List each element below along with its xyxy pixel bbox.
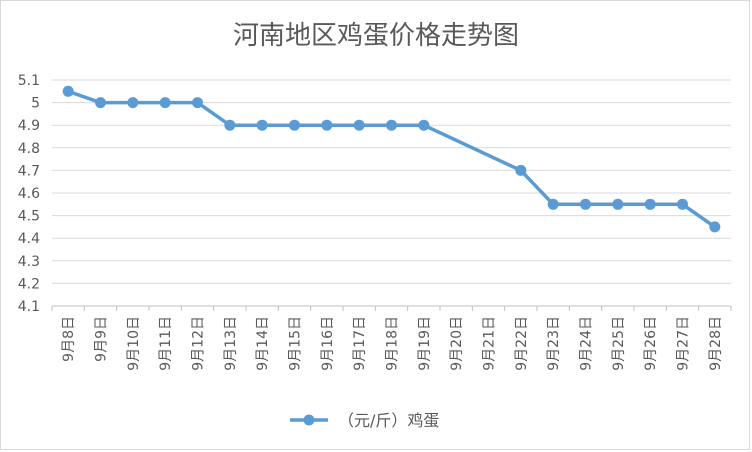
x-tick-label: 9月12日	[191, 316, 207, 371]
x-tick-label: 9月20日	[449, 316, 465, 371]
x-tick-label: 9月23日	[546, 316, 562, 371]
y-tick-label: 4.2	[18, 276, 40, 292]
legend-marker-swatch	[303, 414, 315, 426]
x-tick-label: 9月19日	[417, 316, 433, 371]
data-point	[612, 198, 624, 210]
gridlines	[52, 79, 731, 284]
data-point	[644, 198, 656, 210]
y-tick-label: 4.5	[18, 209, 40, 225]
x-tick-label: 9月10日	[126, 316, 142, 371]
y-tick-label: 4.7	[18, 163, 40, 179]
x-axis-tick-labels: 9月8日 9月9日 9月10日 9月11日 9月12日 9月13日 9月14日 9月15日 9月…	[61, 316, 724, 371]
x-tick-label: 9月8日	[61, 316, 77, 362]
x-tick-label: 9月14日	[255, 316, 271, 371]
y-tick-label: 5	[31, 96, 40, 112]
x-tick-label: 9月26日	[643, 316, 659, 371]
x-tick-label: 9月28日	[708, 316, 724, 371]
x-axis	[51, 305, 732, 311]
data-point	[709, 221, 721, 233]
x-tick-label: 9月27日	[676, 316, 692, 371]
data-point	[127, 97, 139, 109]
x-tick-label: 9月18日	[385, 316, 401, 371]
y-tick-label: 4.4	[18, 231, 40, 247]
data-point	[256, 119, 268, 131]
chart-title: 河南地区鸡蛋价格走势图	[233, 21, 519, 51]
x-tick-label: 9月9日	[94, 316, 110, 362]
y-tick-label: 4.3	[18, 254, 40, 270]
data-point	[418, 119, 430, 131]
y-tick-label: 4.8	[18, 141, 40, 157]
x-tick-label: 9月17日	[352, 316, 368, 371]
y-axis-tick-labels: 5.1 5 4.9 4.8 4.7 4.6 4.5 4.4 4.3 4.2 4.1	[18, 73, 40, 315]
y-tick-label: 4.1	[18, 299, 40, 315]
data-point	[289, 119, 300, 131]
x-tick-label: 9月25日	[611, 316, 627, 371]
data-point	[547, 198, 559, 210]
x-tick-label: 9月13日	[223, 316, 239, 371]
data-point	[224, 119, 236, 131]
x-tick-label: 9月16日	[320, 316, 336, 371]
x-tick-label: 9月22日	[514, 316, 530, 371]
legend: （元/斤）鸡蛋	[290, 411, 439, 430]
data-point	[386, 119, 397, 131]
data-point	[515, 164, 527, 176]
y-tick-label: 4.9	[18, 118, 40, 134]
x-tick-label: 9月15日	[288, 316, 304, 371]
data-point	[321, 119, 333, 131]
data-point	[677, 198, 688, 210]
data-point	[95, 97, 106, 109]
data-point	[353, 119, 365, 131]
y-tick-label: 5.1	[18, 73, 40, 89]
x-tick-label: 9月11日	[158, 316, 174, 371]
series-group	[62, 85, 721, 233]
x-tick-label: 9月21日	[482, 316, 498, 371]
data-point	[580, 198, 591, 210]
data-point	[192, 97, 203, 109]
y-tick-label: 4.6	[18, 186, 40, 202]
data-point	[62, 85, 74, 97]
data-point	[159, 97, 171, 109]
legend-label: （元/斤）鸡蛋	[338, 411, 439, 430]
x-tick-label: 9月24日	[579, 316, 595, 371]
